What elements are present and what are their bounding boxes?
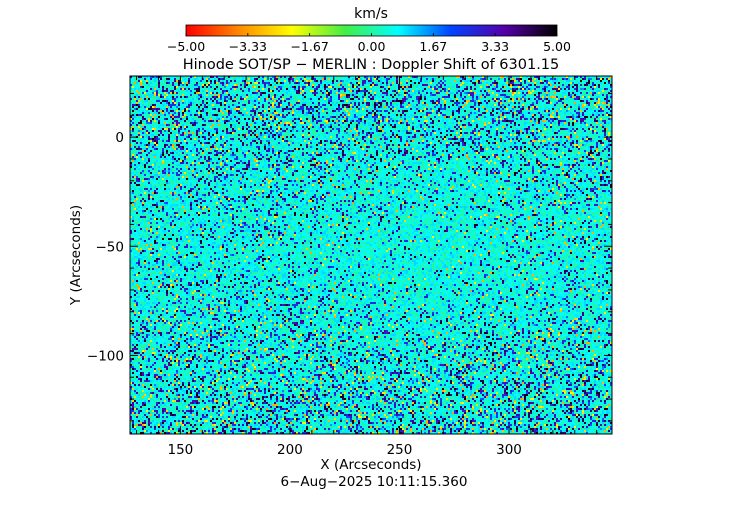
- y-axis: 0 −50 −100: [87, 92, 612, 422]
- chart-title: Hinode SOT/SP − MERLIN : Doppler Shift o…: [183, 57, 560, 73]
- colorbar-unit-label: km/s: [354, 6, 388, 22]
- y-tick-label: 0: [115, 130, 124, 146]
- x-tick-label: 200: [277, 442, 303, 458]
- plot-frame: [129, 75, 613, 435]
- doppler-map-image: [130, 76, 612, 434]
- colorbar-tick-label: 5.00: [543, 39, 571, 54]
- y-axis-label: Y (Arcseconds): [68, 205, 84, 306]
- colorbar-tick-label: −3.33: [229, 39, 267, 54]
- colorbar-tick-label: 0.00: [358, 39, 386, 54]
- x-tick-label: 300: [496, 442, 522, 458]
- timestamp: 6−Aug−2025 10:11:15.360: [281, 474, 468, 490]
- colorbar-tick-label: −1.67: [291, 39, 329, 54]
- y-tick-label: −100: [87, 348, 124, 364]
- colorbar-tick-label: 1.67: [419, 39, 447, 54]
- colorbar-tick-label: 3.33: [481, 39, 509, 54]
- x-axis-label: X (Arcseconds): [320, 457, 421, 473]
- doppler-map: [129, 75, 613, 435]
- x-tick-label: 150: [168, 442, 194, 458]
- x-tick-label: 250: [387, 442, 413, 458]
- y-tick-label: −50: [96, 239, 125, 255]
- colorbar-tick-label: −5.00: [167, 39, 205, 54]
- x-axis: 150 200 250 300: [136, 76, 598, 458]
- colorbar-ticks: −5.00 −3.33 −1.67 0.00 1.67 3.33 5.00: [167, 33, 571, 54]
